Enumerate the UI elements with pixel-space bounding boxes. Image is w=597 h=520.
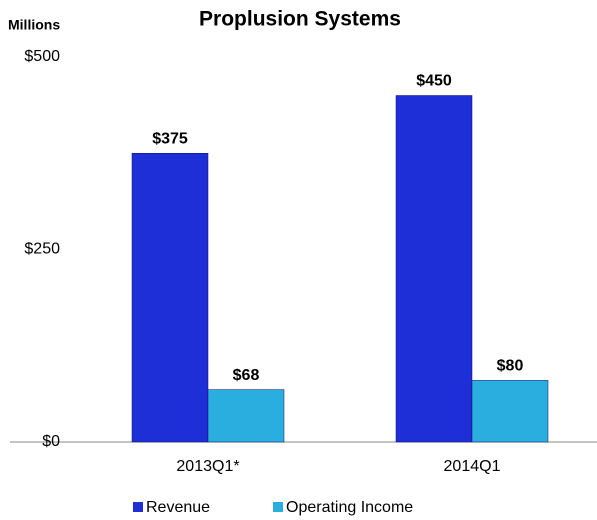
value-label: $375 bbox=[152, 130, 188, 147]
bar bbox=[471, 380, 549, 443]
x-tick-label: 2013Q1* bbox=[176, 458, 239, 475]
value-label: $68 bbox=[233, 367, 260, 384]
y-tick-label: $500 bbox=[24, 48, 60, 65]
value-label: $80 bbox=[497, 358, 524, 375]
y-axis-label: Millions bbox=[8, 17, 60, 33]
x-tick-label: 2014Q1 bbox=[444, 458, 501, 475]
y-tick-label: $250 bbox=[24, 241, 60, 258]
legend-swatch bbox=[133, 502, 143, 512]
legend-label: Revenue bbox=[146, 499, 210, 516]
bar bbox=[395, 95, 473, 443]
bar bbox=[131, 153, 209, 443]
value-label: $450 bbox=[416, 73, 452, 90]
legend-swatch bbox=[273, 502, 283, 512]
y-tick-label: $0 bbox=[42, 433, 60, 450]
bar bbox=[207, 389, 285, 443]
legend-label: Operating Income bbox=[286, 499, 413, 516]
chart-title: Proplusion Systems bbox=[199, 8, 401, 31]
